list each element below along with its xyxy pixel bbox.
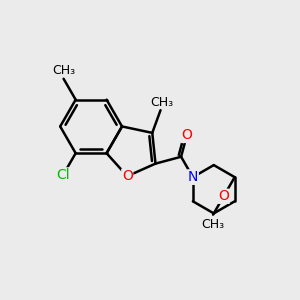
Text: O: O — [182, 128, 192, 142]
Text: CH₃: CH₃ — [52, 64, 75, 77]
Text: CH₃: CH₃ — [150, 96, 174, 109]
Text: N: N — [188, 170, 198, 184]
Text: CH₃: CH₃ — [202, 218, 225, 231]
Text: O: O — [218, 189, 229, 203]
Text: O: O — [122, 169, 133, 183]
Text: N: N — [188, 170, 198, 184]
Text: Cl: Cl — [56, 168, 70, 182]
